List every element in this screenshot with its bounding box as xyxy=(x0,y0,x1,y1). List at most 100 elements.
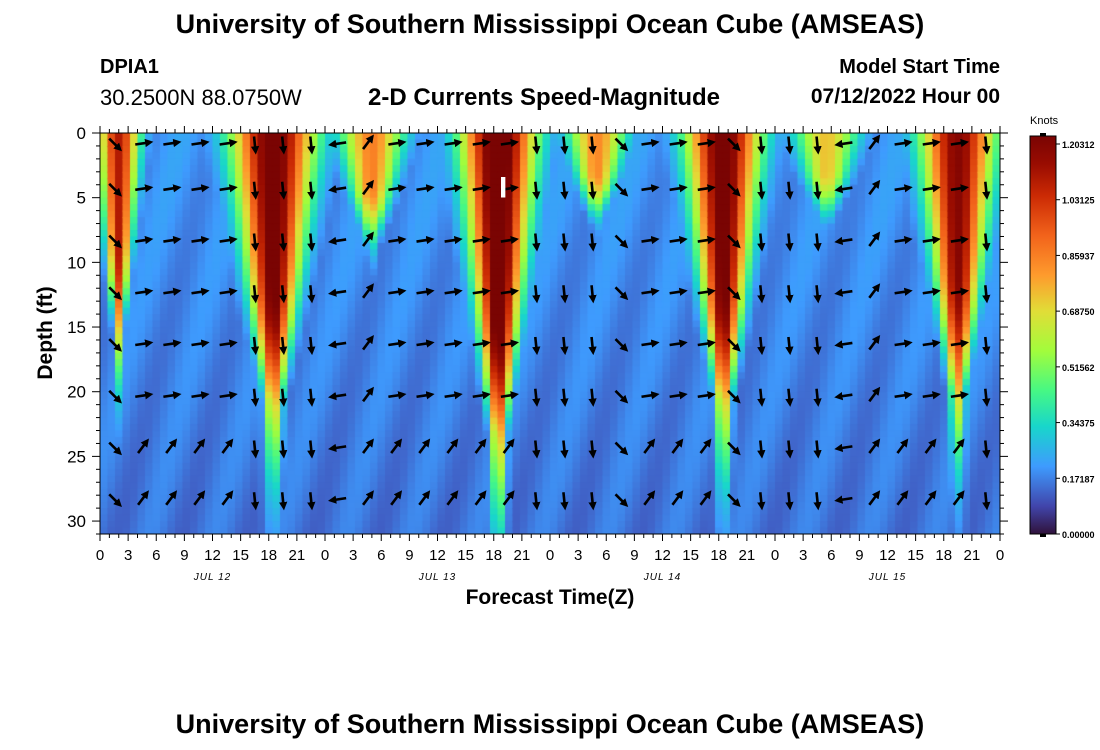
current-vector xyxy=(757,492,766,511)
current-vector xyxy=(191,235,210,245)
x-tick-label: 6 xyxy=(377,547,385,564)
current-vector xyxy=(894,287,913,296)
current-vector xyxy=(108,182,122,197)
current-vector xyxy=(474,490,487,506)
current-vector xyxy=(641,339,660,348)
current-vector xyxy=(669,287,688,296)
current-vector xyxy=(362,134,374,150)
x-tick-label: 9 xyxy=(855,547,863,564)
y-tick-label: 20 xyxy=(67,383,86,402)
current-vector xyxy=(868,386,881,403)
current-vector xyxy=(924,490,937,506)
x-tick-label: 0 xyxy=(546,547,554,564)
current-vector xyxy=(390,438,403,454)
current-vector xyxy=(191,184,210,193)
current-vector xyxy=(307,136,316,155)
current-vector xyxy=(279,181,288,200)
current-vector xyxy=(191,339,210,348)
station-coordinates: 30.2500N 88.0750W xyxy=(100,85,302,110)
x-tick-label: 15 xyxy=(682,547,699,564)
current-vector xyxy=(390,490,403,506)
x-tick-label: 0 xyxy=(96,547,104,564)
current-vector xyxy=(472,235,491,245)
current-vector xyxy=(894,138,913,148)
current-vector xyxy=(328,288,347,297)
current-vector xyxy=(669,235,688,245)
x-tick-label: 3 xyxy=(349,547,357,564)
date-label: JUL 15 xyxy=(868,572,907,583)
x-tick-label: 21 xyxy=(289,547,306,564)
current-vector xyxy=(328,495,347,504)
current-vector xyxy=(307,285,316,304)
current-vector xyxy=(163,339,182,348)
current-vector xyxy=(444,138,463,148)
model-start-value: 07/12/2022 Hour 00 xyxy=(810,85,1000,108)
current-vector xyxy=(279,233,288,252)
current-vector xyxy=(137,438,149,454)
colorbar-cap-bottom xyxy=(1040,534,1046,537)
date-label: JUL 13 xyxy=(418,572,457,583)
current-vector xyxy=(221,438,234,454)
current-vector xyxy=(671,438,684,454)
y-tick-label: 25 xyxy=(67,447,86,466)
current-vector xyxy=(532,181,541,200)
current-vector xyxy=(952,490,965,506)
current-vector xyxy=(785,233,794,252)
x-tick-label: 0 xyxy=(771,547,779,564)
current-vector xyxy=(868,134,881,150)
current-vector xyxy=(643,438,656,454)
current-vector xyxy=(982,136,991,155)
current-vector xyxy=(444,287,463,296)
current-vector xyxy=(446,490,459,506)
current-vector xyxy=(472,184,491,193)
current-vector xyxy=(588,285,597,304)
current-vector xyxy=(362,438,374,454)
current-vector xyxy=(697,235,716,245)
current-vector xyxy=(502,490,515,506)
speed-heatmap xyxy=(100,133,1000,534)
current-vector xyxy=(868,283,881,299)
x-tick-label: 3 xyxy=(574,547,582,564)
x-tick-label: 21 xyxy=(739,547,756,564)
current-vector xyxy=(219,138,238,148)
current-vector xyxy=(950,391,969,400)
current-vector xyxy=(560,181,569,200)
current-vector xyxy=(669,184,688,193)
current-vector xyxy=(834,288,853,297)
x-tick-label: 3 xyxy=(124,547,132,564)
x-tick-label: 15 xyxy=(232,547,249,564)
x-tick-label: 18 xyxy=(710,547,727,564)
current-vector xyxy=(500,235,519,245)
current-vector xyxy=(560,233,569,252)
current-vector xyxy=(785,136,794,155)
current-vector xyxy=(669,339,688,348)
current-vector xyxy=(982,336,991,356)
x-tick-label: 6 xyxy=(152,547,160,564)
current-vector xyxy=(834,443,853,452)
current-vector xyxy=(757,336,766,356)
current-vector xyxy=(982,233,991,252)
current-vector xyxy=(588,181,597,200)
current-vector xyxy=(614,286,629,301)
current-vector xyxy=(982,181,991,200)
x-tick-label: 12 xyxy=(204,547,221,564)
footer-title: University of Southern Mississippi Ocean… xyxy=(175,709,925,739)
y-tick-label: 15 xyxy=(67,318,86,337)
colorbar-unit-label: Knots xyxy=(1030,115,1059,127)
colorbar-label: 1.03125 xyxy=(1062,196,1095,206)
current-vector xyxy=(727,286,741,301)
current-vector xyxy=(165,490,178,506)
current-vector xyxy=(813,136,822,155)
current-vector xyxy=(614,338,629,352)
current-vector xyxy=(614,182,629,197)
current-vector xyxy=(474,438,487,454)
current-vector xyxy=(416,287,435,296)
current-vector xyxy=(219,235,238,245)
current-vector xyxy=(982,492,991,511)
current-vector xyxy=(362,283,374,299)
current-vector xyxy=(614,441,629,456)
current-vector xyxy=(444,391,463,400)
station-id: DPIA1 xyxy=(100,56,159,78)
current-vector xyxy=(697,184,716,193)
